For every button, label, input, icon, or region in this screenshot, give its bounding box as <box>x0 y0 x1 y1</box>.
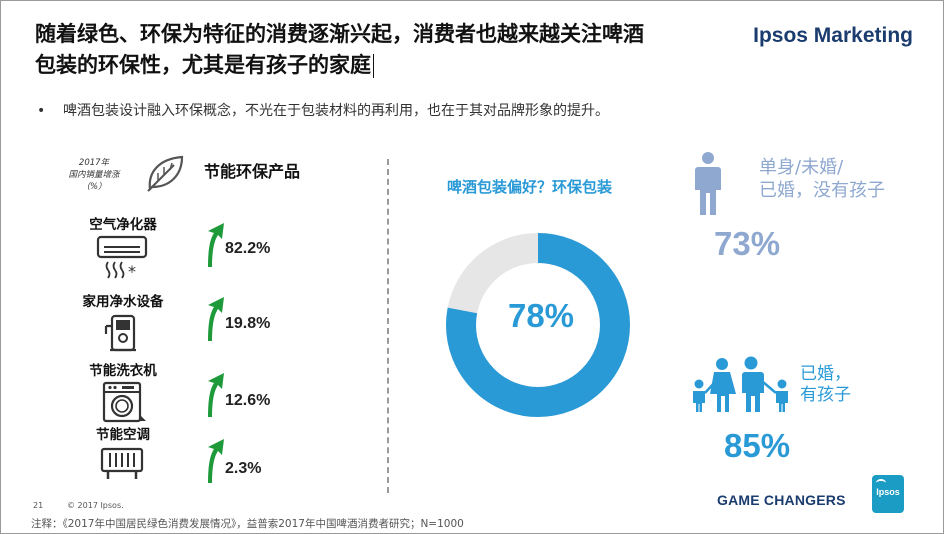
growth-value: 2.3% <box>225 460 262 477</box>
family-segment-value: 85% <box>724 427 791 464</box>
donut-center-value: 78% <box>507 297 575 334</box>
title-line-2: 包装的环保性，尤其是有孩子的家庭 <box>35 50 735 81</box>
dashed-divider <box>387 159 389 493</box>
bullet-point: • 啤酒包装设计融入环保概念，不光在于包装材料的再利用，也在于其对品牌形象的提升。 <box>37 100 609 120</box>
growth-arrow-icon <box>208 439 224 483</box>
bullet-text: 啤酒包装设计融入环保概念，不光在于包装材料的再利用，也在于其对品牌形象的提升。 <box>63 103 609 119</box>
donut-value-segment <box>446 233 630 417</box>
single-label-line2: 已婚，没有孩子 <box>759 180 885 201</box>
single-label-line1: 单身/未婚/ <box>759 157 844 178</box>
page-title: 随着绿色、环保为特征的消费逐渐兴起，消费者也越来越关注啤酒 包装的环保性，尤其是… <box>35 19 735 81</box>
title-line-1: 随着绿色、环保为特征的消费逐渐兴起，消费者也越来越关注啤酒 <box>35 22 644 46</box>
growth-arrow-icon <box>208 373 224 417</box>
caption-year: 2017年 <box>78 158 110 168</box>
ipsos-badge-logo: Ipsos <box>872 475 904 513</box>
bullet-symbol: • <box>37 103 46 119</box>
footnote: 注释：《2017年中国居民绿色消费发展情况》，益普索2017年中国啤酒消费者研究… <box>31 518 464 530</box>
badge-arc <box>876 479 886 487</box>
air-conditioner-icon: * <box>96 235 148 279</box>
radiator-icon <box>100 447 144 479</box>
svg-text:*: * <box>128 262 136 279</box>
section-title: 节能环保产品 <box>204 162 301 181</box>
donut-title: 啤酒包装偏好？环保包装 <box>447 178 613 196</box>
product-water-purifier: 家用净水设备 <box>63 290 183 354</box>
growth-value: 12.6% <box>225 392 271 409</box>
single-segment-label: 单身/未婚/ 已婚，没有孩子 <box>759 156 885 202</box>
game-changers-tagline: GAME CHANGERS <box>717 492 846 508</box>
brand-logo: Ipsos Marketing <box>753 24 913 47</box>
growth-arrow-icon <box>208 297 224 341</box>
badge-text: Ipsos <box>876 487 900 497</box>
product-energy-saving-ac: 节能空调 <box>63 423 183 487</box>
product-name: 家用净水设备 <box>82 294 164 310</box>
washing-machine-icon <box>102 381 146 423</box>
page-number: 21 <box>33 501 44 510</box>
product-name: 节能空调 <box>96 427 150 443</box>
product-name: 空气净化器 <box>89 217 157 233</box>
growth-arrow-icon <box>208 223 224 267</box>
sales-growth-caption: 2017年 国内销量增涨（%） <box>63 157 125 193</box>
single-person-icon <box>695 152 721 215</box>
preference-donut-chart <box>446 233 630 417</box>
text-cursor <box>373 54 374 78</box>
single-segment-value: 73% <box>714 225 781 262</box>
growth-value: 82.2% <box>225 240 271 257</box>
water-purifier-icon <box>104 314 136 352</box>
product-air-purifier: 空气净化器 * <box>63 213 183 279</box>
leaf-icon <box>147 155 184 192</box>
family-segment-label: 已婚， 有孩子 <box>800 364 851 406</box>
growth-value: 19.8% <box>225 315 271 332</box>
caption-metric: 国内销量增涨（%） <box>68 170 120 192</box>
copyright: © 2017 Ipsos. <box>67 501 124 510</box>
product-name: 节能洗衣机 <box>89 363 157 379</box>
family-icon <box>693 356 788 412</box>
product-washing-machine: 节能洗衣机 <box>63 359 183 423</box>
family-label-line1: 已婚， <box>800 364 851 384</box>
title-line-2-text: 包装的环保性，尤其是有孩子的家庭 <box>35 53 371 77</box>
family-label-line2: 有孩子 <box>800 385 851 405</box>
